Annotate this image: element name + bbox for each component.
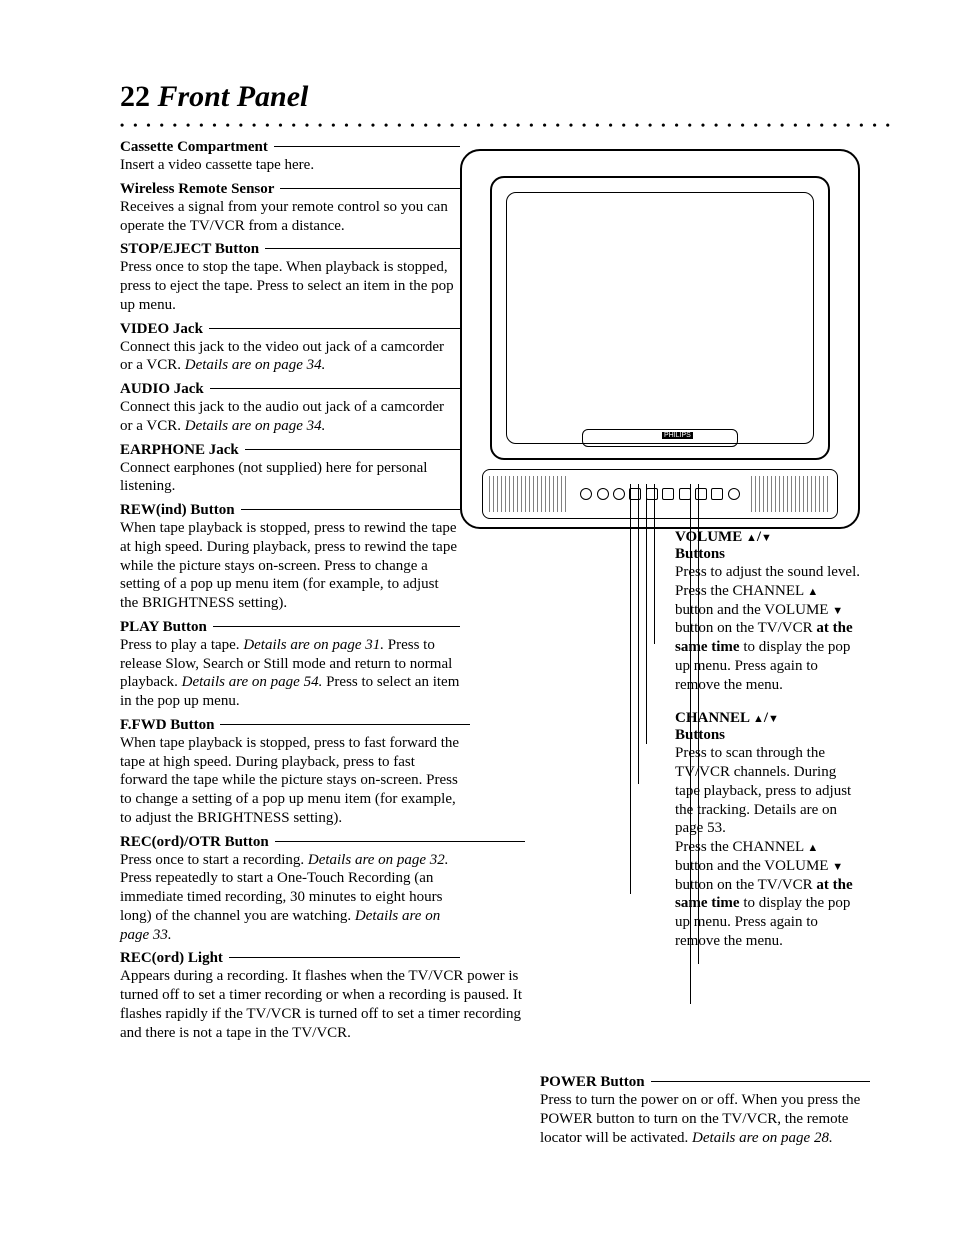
callout-title: F.FWD Button (120, 717, 214, 734)
button-icon (662, 488, 674, 500)
triangle-up-icon (753, 710, 764, 725)
callout-body: When tape playback is stopped, press to … (120, 734, 460, 828)
leader-line (241, 509, 460, 510)
callout-body: Appears during a recording. It flashes w… (120, 967, 540, 1042)
button-icon (629, 488, 641, 500)
callout-ref: Details are on page 34. (185, 418, 326, 434)
callout-rec-light: REC(ord) Light Appears during a recordin… (120, 950, 540, 1042)
callout-body: Press to scan through the TV/VCR channel… (675, 744, 860, 950)
callout-title: PLAY Button (120, 619, 207, 636)
callout-cassette-compartment: Cassette Compartment Insert a video cass… (120, 139, 460, 175)
leader-line (275, 841, 525, 842)
cassette-slot (582, 429, 738, 447)
button-icon (711, 488, 723, 500)
button-icon (646, 488, 658, 500)
callout-body: Press once to start a recording. Details… (120, 851, 460, 945)
button-icon (695, 488, 707, 500)
callout-title: REC(ord)/OTR Button (120, 834, 269, 851)
content-columns: PHILIPS (120, 139, 894, 1042)
callout-body: Press to play a tape. Details are on pag… (120, 636, 460, 711)
control-row (578, 482, 742, 506)
callout-title: CHANNEL / Buttons (675, 710, 860, 744)
callout-body: Press once to stop the tape. When playba… (120, 258, 460, 314)
callout-play: PLAY Button Press to play a tape. Detail… (120, 619, 460, 711)
page-number: 22 (120, 80, 150, 113)
callout-body: When tape playback is stopped, press to … (120, 519, 460, 613)
jack-icon (613, 488, 625, 500)
leader-line (220, 724, 470, 725)
dotted-rule: • • • • • • • • • • • • • • • • • • • • … (120, 118, 894, 133)
jack-icon (580, 488, 592, 500)
callout-title: REC(ord) Light (120, 950, 223, 967)
callout-left-column: Cassette Compartment Insert a video cass… (120, 139, 460, 1042)
manual-page: 22 Front Panel • • • • • • • • • • • • •… (0, 0, 954, 1235)
callout-title: EARPHONE Jack (120, 442, 239, 459)
front-controls (482, 469, 838, 519)
callout-title: Cassette Compartment (120, 139, 268, 156)
triangle-down-icon (768, 710, 779, 725)
speaker-grille-right (751, 476, 831, 512)
tv-diagram: PHILIPS (450, 139, 870, 539)
leader-line (210, 388, 460, 389)
jack-icon (597, 488, 609, 500)
leader-line (280, 188, 460, 189)
speaker-grille-left (489, 476, 569, 512)
callout-title: AUDIO Jack (120, 381, 204, 398)
page-title: 22 Front Panel (120, 80, 894, 114)
triangle-down-icon (761, 529, 772, 544)
leader-line (265, 248, 460, 249)
leader-line (245, 449, 460, 450)
tv-outline: PHILIPS (460, 149, 860, 529)
brand-logo: PHILIPS (662, 432, 693, 439)
callout-body: Press to adjust the sound level.Press th… (675, 563, 860, 694)
tv-screen-inner (506, 192, 814, 444)
callout-power: POWER Button Press to turn the power on … (540, 1074, 870, 1147)
callout-right-column: VOLUME / Buttons Press to adjust the sou… (675, 529, 860, 967)
callout-rec-otr: REC(ord)/OTR Button Press once to start … (120, 834, 460, 945)
callout-body: Insert a video cassette tape here. (120, 156, 460, 175)
leader-line (209, 328, 460, 329)
button-icon (679, 488, 691, 500)
callout-rewind: REW(ind) Button When tape playback is st… (120, 502, 460, 613)
callout-title: REW(ind) Button (120, 502, 235, 519)
callout-ffwd: F.FWD Button When tape playback is stopp… (120, 717, 460, 828)
callout-channel: CHANNEL / Buttons Press to scan through … (675, 710, 860, 950)
callout-title: POWER Button (540, 1074, 645, 1091)
callout-body: Press to turn the power on or off. When … (540, 1091, 870, 1147)
callout-body: Connect earphones (not supplied) here fo… (120, 459, 460, 497)
callout-audio-jack: AUDIO Jack Connect this jack to the audi… (120, 381, 460, 436)
callout-video-jack: VIDEO Jack Connect this jack to the vide… (120, 321, 460, 376)
callout-title: Wireless Remote Sensor (120, 181, 274, 198)
callout-stop-eject: STOP/EJECT Button Press once to stop the… (120, 241, 460, 314)
callout-title: STOP/EJECT Button (120, 241, 259, 258)
callout-title: VOLUME / Buttons (675, 529, 860, 563)
callout-remote-sensor: Wireless Remote Sensor Receives a signal… (120, 181, 460, 236)
callout-body: Receives a signal from your remote contr… (120, 198, 460, 236)
tv-screen (490, 176, 830, 460)
leader-line (651, 1081, 870, 1082)
leader-line (274, 146, 460, 147)
callout-ref: Details are on page 34. (185, 357, 326, 373)
callout-title: VIDEO Jack (120, 321, 203, 338)
triangle-up-icon (746, 529, 757, 544)
power-icon (728, 488, 740, 500)
leader-line (229, 957, 460, 958)
leader-line (213, 626, 460, 627)
callout-body: Connect this jack to the audio out jack … (120, 398, 460, 436)
callout-earphone-jack: EARPHONE Jack Connect earphones (not sup… (120, 442, 460, 497)
page-title-text: Front Panel (158, 80, 309, 113)
callout-body: Connect this jack to the video out jack … (120, 338, 460, 376)
callout-volume: VOLUME / Buttons Press to adjust the sou… (675, 529, 860, 694)
